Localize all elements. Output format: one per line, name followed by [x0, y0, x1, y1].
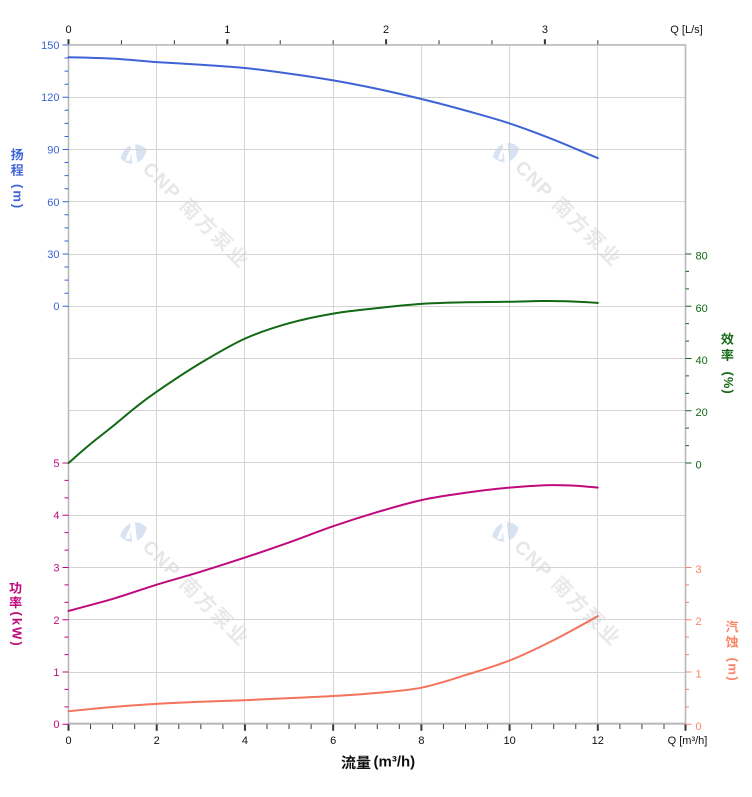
- svg-text:150: 150: [41, 40, 59, 52]
- svg-text:1: 1: [224, 24, 230, 36]
- svg-text:6: 6: [330, 735, 336, 747]
- svg-text:30: 30: [47, 249, 59, 261]
- svg-text:3: 3: [696, 564, 702, 576]
- svg-text:4: 4: [53, 510, 59, 522]
- svg-text:3: 3: [542, 24, 548, 36]
- svg-text:0: 0: [696, 460, 702, 472]
- svg-text:80: 80: [696, 251, 708, 263]
- svg-text:Q [L/s]: Q [L/s]: [670, 24, 702, 36]
- svg-text:(m³/h): (m³/h): [374, 754, 416, 771]
- svg-text:(%): (%): [721, 372, 736, 395]
- svg-text:12: 12: [592, 735, 604, 747]
- svg-text:90: 90: [47, 145, 59, 157]
- svg-text:5: 5: [53, 458, 59, 470]
- svg-text:1: 1: [696, 669, 702, 681]
- svg-text:0: 0: [696, 721, 702, 733]
- svg-text:120: 120: [41, 92, 59, 104]
- svg-text:Q [m³/h]: Q [m³/h]: [668, 735, 708, 747]
- svg-text:40: 40: [696, 355, 708, 367]
- svg-text:10: 10: [503, 735, 515, 747]
- svg-text:(m): (m): [11, 184, 26, 210]
- svg-text:60: 60: [696, 303, 708, 315]
- svg-text:20: 20: [696, 407, 708, 419]
- svg-text:0: 0: [53, 301, 59, 313]
- svg-text:8: 8: [418, 735, 424, 747]
- svg-text:(kW): (kW): [10, 612, 25, 648]
- svg-text:2: 2: [154, 735, 160, 747]
- svg-text:2: 2: [53, 615, 59, 627]
- svg-text:4: 4: [242, 735, 248, 747]
- svg-text:2: 2: [696, 616, 702, 628]
- svg-text:0: 0: [53, 719, 59, 731]
- svg-text:3: 3: [53, 563, 59, 575]
- svg-text:0: 0: [65, 735, 71, 747]
- svg-text:0: 0: [65, 24, 71, 36]
- svg-text:(m): (m): [726, 658, 741, 683]
- svg-text:1: 1: [53, 667, 59, 679]
- svg-text:2: 2: [383, 24, 389, 36]
- svg-text:60: 60: [47, 197, 59, 209]
